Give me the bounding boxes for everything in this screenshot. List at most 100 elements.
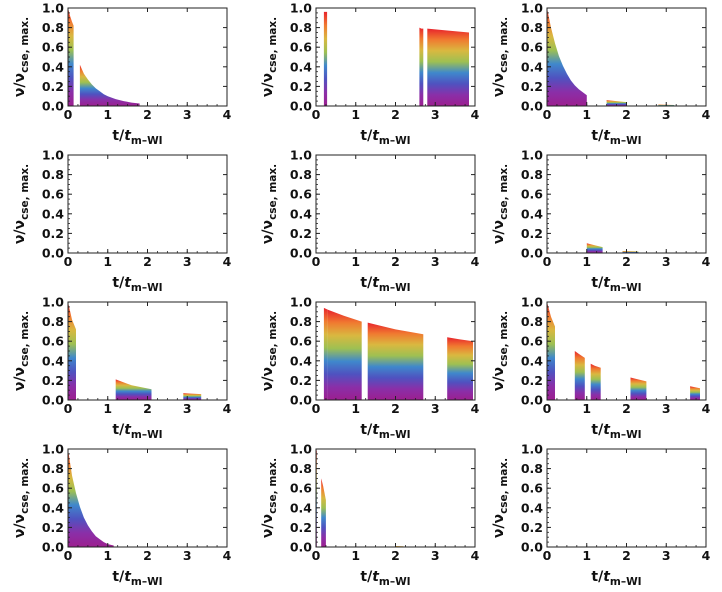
- x-tick-label: 2: [622, 548, 631, 563]
- data-segment-8-4: [447, 337, 473, 400]
- y-tick-label: 0.2: [521, 79, 543, 94]
- y-tick-label: 0.6: [521, 40, 543, 55]
- x-tick-label: 4: [471, 548, 480, 563]
- x-tick-label: 4: [702, 401, 711, 416]
- x-tick-label: 4: [702, 254, 711, 269]
- y-tick-label: 0.0: [521, 393, 543, 408]
- x-axis-label: t/tm–WI: [112, 275, 162, 294]
- x-tick-label: 1: [103, 254, 112, 269]
- y-tick-label: 1.0: [290, 442, 312, 457]
- x-axis-label: t/tm–WI: [360, 422, 410, 441]
- data-segment-3-2: [606, 100, 627, 106]
- x-tick-label: 0: [312, 254, 321, 269]
- x-tick-label: 0: [543, 548, 552, 563]
- x-tick-label: 3: [183, 254, 192, 269]
- y-axis-label: ν/νcse, max.: [260, 17, 279, 97]
- data-segment-6-1: [586, 243, 603, 253]
- plot-frame: [67, 154, 228, 254]
- x-tick-label: 3: [662, 548, 671, 563]
- x-tick-label: 2: [143, 401, 152, 416]
- y-tick-label: 0.0: [521, 99, 543, 114]
- data-segment-9-2: [574, 351, 585, 400]
- y-tick-label: 1.0: [42, 295, 64, 310]
- y-tick-label: 1.0: [42, 148, 64, 163]
- y-tick-label: 0.8: [42, 167, 64, 182]
- panel-9: 0 1 2 3 4 0.0 0.2 0.4 0.6 0.8 1.0 t/tm–WI ν/νcse, ma…: [491, 295, 711, 442]
- x-tick-label: 0: [312, 548, 321, 563]
- x-tick-label: 4: [223, 107, 232, 122]
- x-tick-label: 2: [622, 107, 631, 122]
- data-segment-2-3: [427, 28, 469, 106]
- x-axis-label: t/tm–WI: [360, 275, 410, 294]
- x-axis-label: t/tm–WI: [360, 569, 410, 588]
- x-tick-label: 3: [431, 107, 440, 122]
- x-tick-label: 4: [223, 401, 232, 416]
- x-tick-label: 1: [582, 401, 591, 416]
- y-tick-label: 0.6: [290, 187, 312, 202]
- panel-2: 0 1 2 3 4 0.0 0.2 0.4 0.6 0.8 1.0 t/tm–WI ν/νcse, ma…: [260, 1, 480, 148]
- plot-frame: [315, 154, 476, 254]
- y-axis-label: ν/νcse, max.: [260, 311, 279, 391]
- y-tick-label: 0.8: [521, 167, 543, 182]
- y-axis-label: ν/νcse, max.: [491, 164, 510, 244]
- y-tick-label: 1.0: [290, 148, 312, 163]
- x-tick-label: 1: [103, 401, 112, 416]
- x-tick-label: 2: [143, 254, 152, 269]
- y-axis-label: ν/νcse, max.: [491, 458, 510, 538]
- data-segment-7-3: [183, 393, 202, 400]
- x-tick-label: 2: [622, 401, 631, 416]
- data-segment-8-3: [367, 322, 424, 400]
- x-tick-label: 4: [702, 548, 711, 563]
- y-tick-label: 0.4: [521, 500, 543, 515]
- y-tick-label: 1.0: [521, 442, 543, 457]
- x-tick-label: 4: [471, 107, 480, 122]
- y-tick-label: 1.0: [521, 295, 543, 310]
- plot-frame: [67, 301, 228, 401]
- x-tick-label: 0: [543, 107, 552, 122]
- data-segment-8-2: [327, 309, 362, 400]
- y-tick-label: 0.0: [290, 246, 312, 261]
- y-tick-label: 0.8: [42, 314, 64, 329]
- y-tick-label: 0.8: [290, 314, 312, 329]
- y-tick-label: 1.0: [521, 148, 543, 163]
- x-axis-label: t/tm–WI: [591, 275, 641, 294]
- y-tick-label: 0.2: [521, 373, 543, 388]
- x-tick-label: 2: [391, 548, 400, 563]
- y-tick-label: 0.0: [521, 246, 543, 261]
- x-tick-label: 1: [103, 107, 112, 122]
- y-tick-label: 0.2: [521, 520, 543, 535]
- y-tick-label: 0.6: [521, 481, 543, 496]
- y-axis-label: ν/νcse, max.: [12, 458, 31, 538]
- x-tick-label: 2: [143, 548, 152, 563]
- panel-11: 0 1 2 3 4 0.0 0.2 0.4 0.6 0.8 1.0 t/tm–WI ν/νcse, ma…: [260, 442, 480, 589]
- y-tick-label: 0.0: [42, 246, 64, 261]
- x-tick-label: 3: [431, 254, 440, 269]
- data-segment-11-2: [321, 478, 326, 547]
- x-tick-label: 0: [312, 401, 321, 416]
- x-tick-label: 4: [702, 107, 711, 122]
- y-tick-label: 0.2: [290, 373, 312, 388]
- y-tick-label: 0.6: [42, 481, 64, 496]
- plot-frame: [546, 301, 707, 401]
- x-axis-label: t/tm–WI: [112, 569, 162, 588]
- y-tick-label: 0.8: [42, 20, 64, 35]
- x-tick-label: 3: [662, 254, 671, 269]
- data-segment-1-2: [79, 64, 140, 106]
- y-tick-label: 0.0: [42, 393, 64, 408]
- y-axis-label: ν/νcse, max.: [491, 311, 510, 391]
- y-tick-label: 0.2: [521, 226, 543, 241]
- x-tick-label: 3: [431, 548, 440, 563]
- y-tick-label: 0.2: [290, 520, 312, 535]
- plot-frame: [315, 448, 476, 548]
- y-tick-label: 0.4: [290, 206, 312, 221]
- y-tick-label: 0.8: [521, 314, 543, 329]
- y-tick-label: 0.8: [42, 461, 64, 476]
- x-tick-label: 2: [143, 107, 152, 122]
- x-tick-label: 4: [223, 548, 232, 563]
- x-tick-label: 0: [64, 254, 73, 269]
- x-tick-label: 2: [391, 401, 400, 416]
- x-tick-label: 1: [351, 401, 360, 416]
- panel-3: 0 1 2 3 4 0.0 0.2 0.4 0.6 0.8 1.0 t/tm–WI ν/νcse, ma…: [491, 1, 711, 148]
- x-tick-label: 3: [183, 401, 192, 416]
- y-tick-label: 0.6: [521, 187, 543, 202]
